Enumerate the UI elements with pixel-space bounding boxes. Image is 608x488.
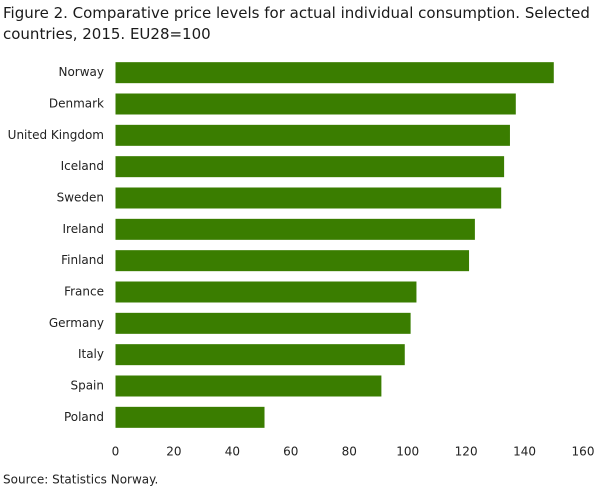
x-tick-label: 120 xyxy=(455,445,478,459)
bar xyxy=(115,218,475,240)
bar xyxy=(115,375,382,397)
y-tick-label: Spain xyxy=(70,379,104,393)
x-tick-label: 140 xyxy=(513,445,536,459)
bar xyxy=(115,62,554,84)
y-tick-label: Finland xyxy=(61,253,104,267)
x-tick-label: 160 xyxy=(572,445,595,459)
bar xyxy=(115,250,470,272)
x-tick-label: 100 xyxy=(396,445,419,459)
x-tick-label: 40 xyxy=(225,445,240,459)
y-tick-label: Italy xyxy=(78,347,104,361)
y-tick-label: United Kingdom xyxy=(8,128,104,142)
bar xyxy=(115,124,510,146)
y-tick-label: Iceland xyxy=(61,159,104,173)
y-tick-label: France xyxy=(64,285,104,299)
y-tick-label: Poland xyxy=(64,410,104,424)
x-tick-label: 60 xyxy=(283,445,298,459)
bar xyxy=(115,281,417,303)
bar xyxy=(115,406,265,428)
bar xyxy=(115,93,516,115)
source-note: Source: Statistics Norway. xyxy=(3,473,158,487)
bar xyxy=(115,187,502,209)
bar xyxy=(115,312,411,334)
bar xyxy=(115,156,505,178)
bar xyxy=(115,344,405,366)
y-tick-label: Denmark xyxy=(49,97,104,111)
x-tick-label: 20 xyxy=(166,445,181,459)
chart-title: Figure 2. Comparative price levels for a… xyxy=(3,4,590,43)
x-tick-label: 80 xyxy=(342,445,357,459)
y-tick-label: Norway xyxy=(58,65,104,79)
y-tick-label: Germany xyxy=(49,316,104,330)
y-tick-label: Sweden xyxy=(57,191,104,205)
x-tick-label: 0 xyxy=(112,445,120,459)
y-tick-label: Ireland xyxy=(62,222,104,236)
